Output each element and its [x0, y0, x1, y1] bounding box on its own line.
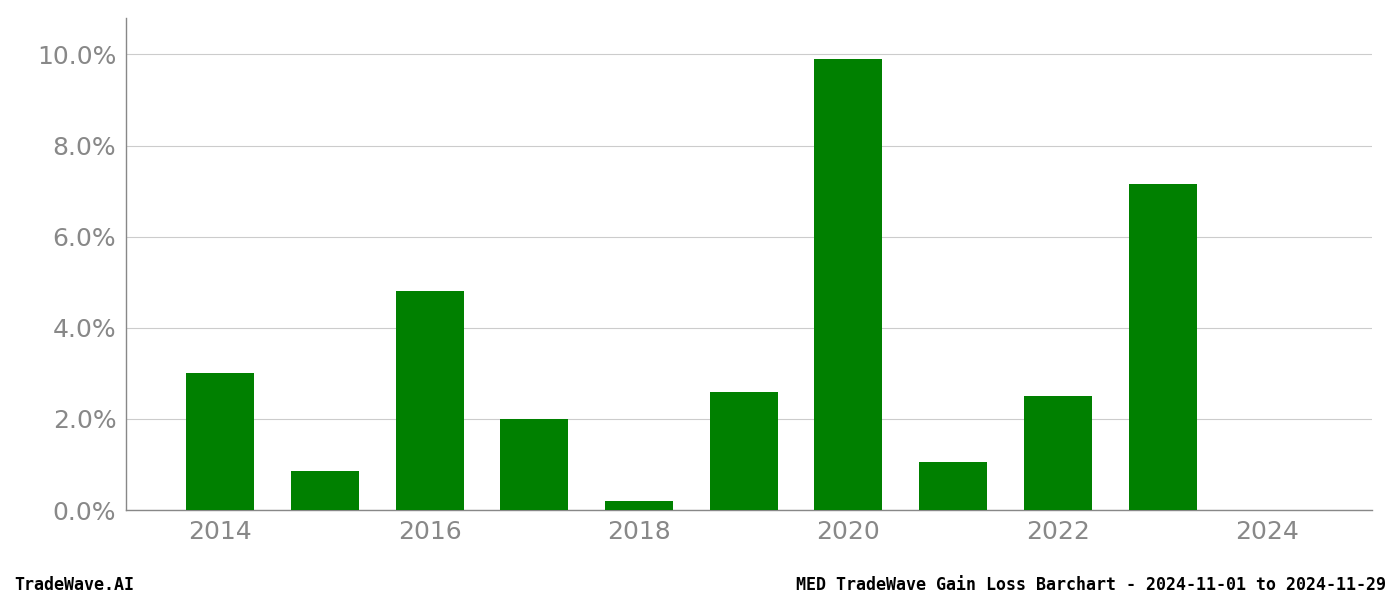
Text: MED TradeWave Gain Loss Barchart - 2024-11-01 to 2024-11-29: MED TradeWave Gain Loss Barchart - 2024-… — [797, 576, 1386, 594]
Bar — [291, 471, 358, 510]
Bar — [920, 462, 987, 510]
Bar — [396, 292, 463, 510]
Bar — [1128, 184, 1197, 510]
Text: TradeWave.AI: TradeWave.AI — [14, 576, 134, 594]
Bar — [1023, 396, 1092, 510]
Bar — [500, 419, 568, 510]
Bar — [710, 392, 778, 510]
Bar — [605, 501, 673, 510]
Bar — [815, 59, 882, 510]
Bar — [186, 373, 255, 510]
